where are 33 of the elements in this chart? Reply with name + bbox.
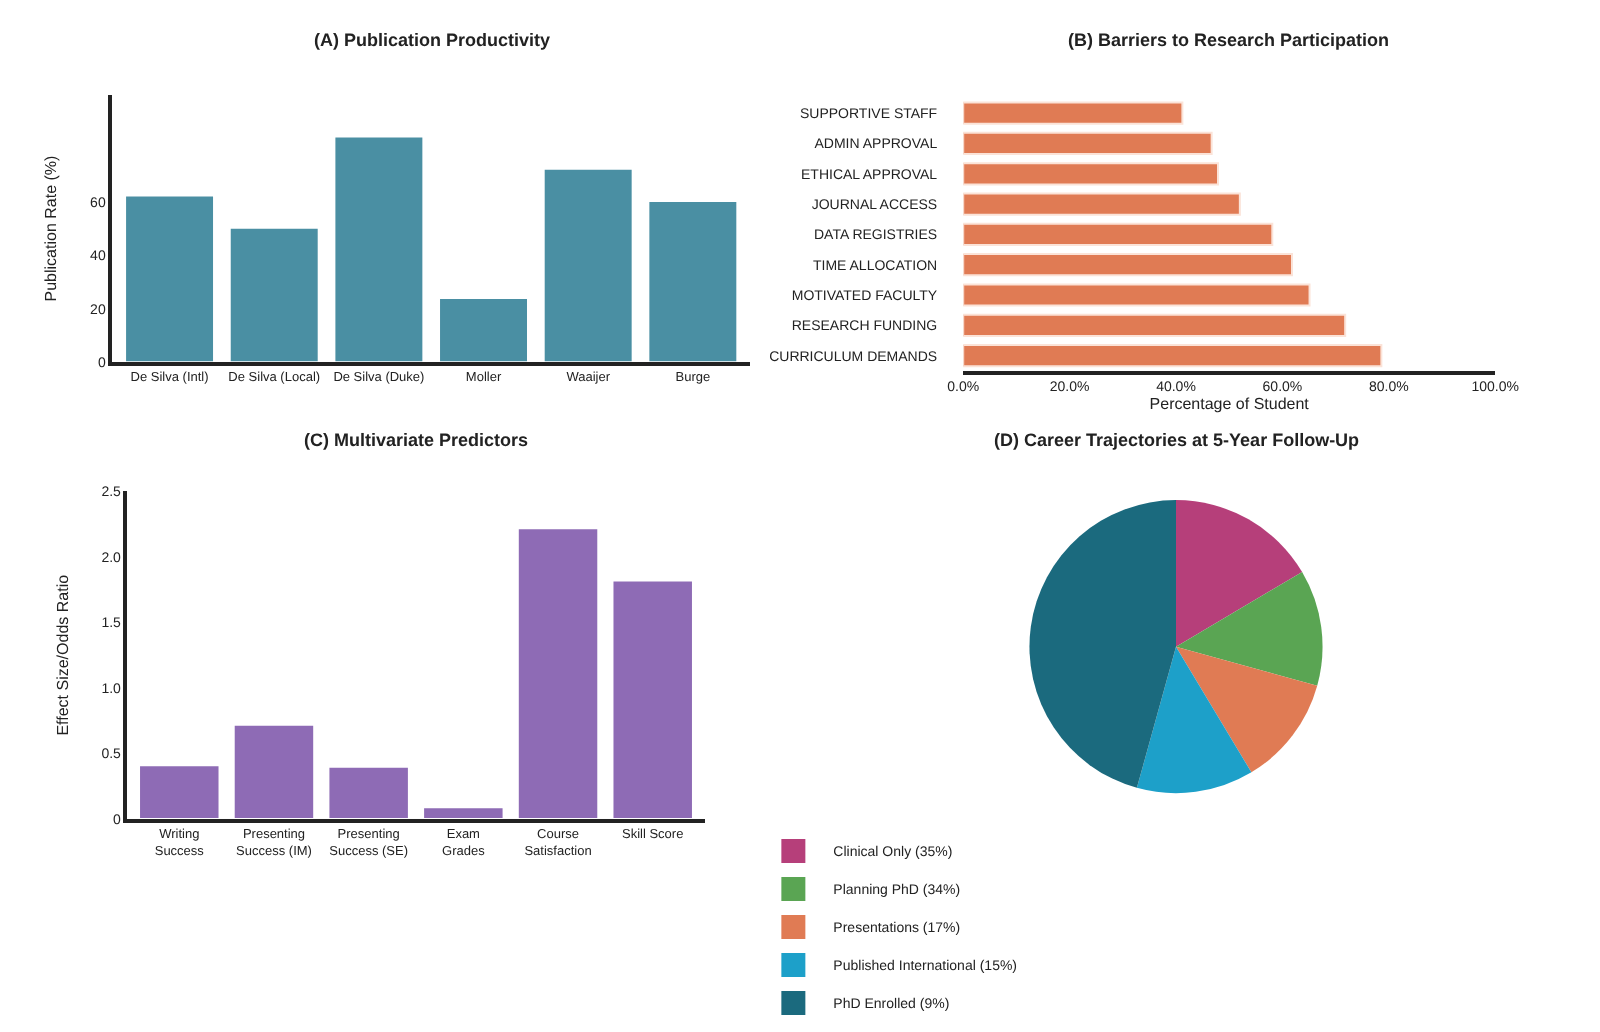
bar xyxy=(611,579,694,820)
bar xyxy=(228,226,320,363)
bar xyxy=(963,313,1347,337)
bar xyxy=(963,344,1383,368)
bar xyxy=(963,222,1274,246)
bar xyxy=(542,167,634,363)
bar xyxy=(124,194,216,363)
bar xyxy=(516,527,600,820)
bar xyxy=(647,200,739,363)
pie-slice xyxy=(1029,500,1176,788)
bar xyxy=(138,764,221,820)
bar xyxy=(327,765,410,820)
pie-slice xyxy=(1176,500,1303,647)
bar xyxy=(963,253,1293,277)
chart-title: (C) Multivariate Predictors xyxy=(304,430,529,450)
pie-slice xyxy=(1176,572,1323,686)
bar xyxy=(963,162,1220,186)
chart-title: (A) Publication Productivity xyxy=(314,30,551,50)
pie-slice xyxy=(1136,646,1252,794)
bar xyxy=(963,192,1241,216)
chart-title: (D) Career Trajectories at 5-Year Follow-Up xyxy=(994,430,1361,450)
x-axis-title: Percentage of Student xyxy=(1149,395,1311,414)
bar xyxy=(963,283,1311,307)
bar xyxy=(963,131,1213,156)
bar xyxy=(438,297,529,363)
y-axis-title: Publication Rate (%) xyxy=(42,154,61,302)
bar xyxy=(333,135,425,363)
bar xyxy=(963,101,1184,125)
pie-slice xyxy=(1176,646,1318,773)
bar xyxy=(232,723,316,820)
y-axis-title: Effect Size/Odds Ratio xyxy=(53,573,72,736)
bar xyxy=(422,806,505,820)
chart-title: (B) Barriers to Research Participation xyxy=(1068,30,1390,50)
